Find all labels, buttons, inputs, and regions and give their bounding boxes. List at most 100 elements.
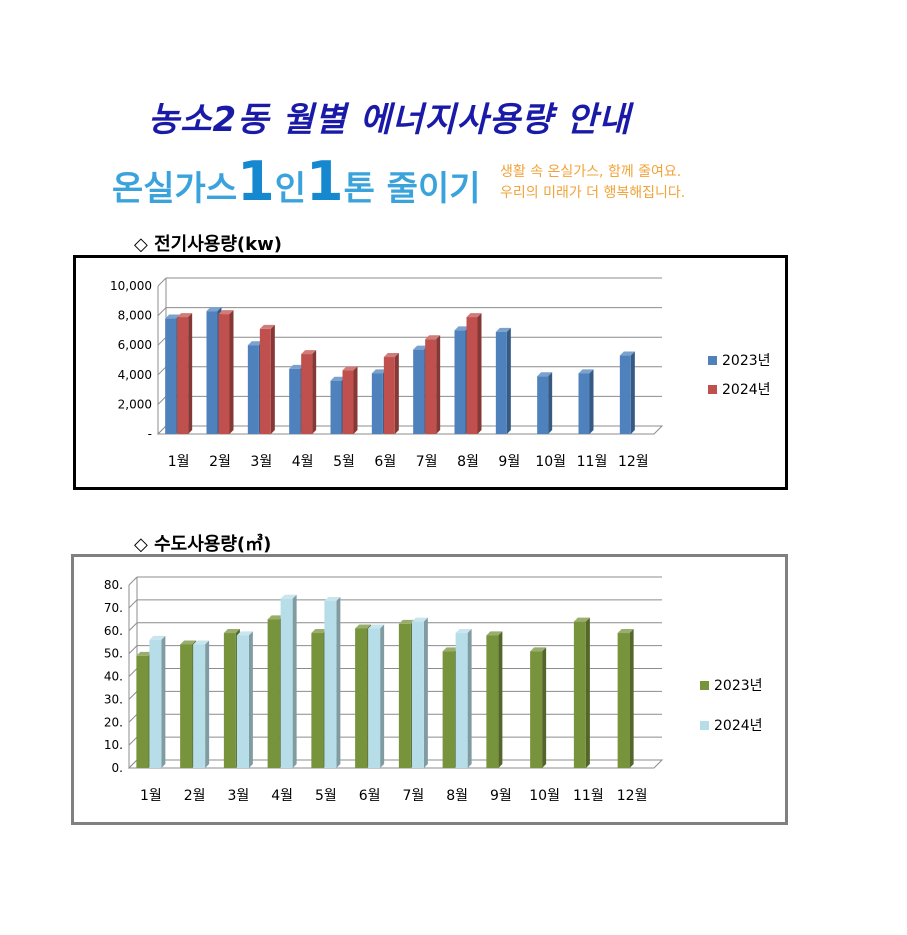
- electricity-bar: [425, 335, 441, 434]
- water-bar-front: [355, 628, 368, 768]
- water-x-tick-label: 8월: [446, 788, 468, 804]
- water-gridline-side: [128, 713, 138, 723]
- electricity-x-tick-label: 5월: [333, 454, 355, 470]
- electricity-floor: [156, 425, 664, 435]
- electricity-x-tick-label: 12월: [618, 454, 649, 470]
- electricity-x-tick-label: 9월: [498, 454, 520, 470]
- water-bar: [193, 640, 210, 768]
- water-x-tick-label: 4월: [271, 788, 293, 804]
- electricity-bar-front: [289, 368, 301, 434]
- electricity-bar-front: [425, 339, 437, 434]
- water-bar-top: [455, 629, 472, 634]
- electricity-x-tick-label: 10월: [535, 454, 566, 470]
- water-legend-label: 2024년: [714, 718, 763, 734]
- water-legend-label: 2023년: [714, 678, 763, 694]
- electricity-bar-front: [371, 373, 383, 434]
- electricity-bar-side: [548, 372, 553, 434]
- water-bar-front: [530, 651, 543, 768]
- water-chart-frame: 0. 10. 20. 30. 40. 50. 60. 70. 80. 1월 2월 3월 4월 5월 6월 7월…: [71, 554, 788, 825]
- water-bar: [236, 631, 253, 768]
- electricity-bar-top: [383, 353, 399, 358]
- water-bar-side: [161, 635, 166, 768]
- electricity-x-tick-label: 7월: [416, 454, 438, 470]
- electricity-bar-top: [619, 351, 635, 356]
- electricity-section-title: ◇ 전기사용량(kw): [134, 234, 282, 255]
- electricity-bar-front: [330, 380, 342, 434]
- electricity-bar: [495, 327, 511, 434]
- water-bar-front: [442, 651, 455, 768]
- electricity-x-tick-label: 8월: [457, 454, 479, 470]
- electricity-y-tick-label: 4,000: [118, 368, 152, 382]
- water-bar-top: [311, 629, 328, 634]
- banner-one-b: 1: [305, 150, 344, 213]
- water-bar-front: [324, 601, 337, 768]
- electricity-gridline-side: [157, 366, 167, 376]
- electricity-x-tick-label: 6월: [374, 454, 396, 470]
- electricity-bar-side: [436, 335, 441, 434]
- water-gridline-side: [128, 668, 138, 677]
- electricity-bar-front: [301, 354, 313, 434]
- electricity-bar-front: [206, 311, 218, 434]
- water-bar: [455, 629, 472, 768]
- banner-slogan: 온실가스1인1톤 줄이기: [112, 152, 481, 219]
- electricity-bar: [301, 350, 317, 434]
- electricity-bar-top: [425, 335, 441, 340]
- electricity-bar-top: [247, 341, 263, 346]
- water-bar: [411, 617, 428, 768]
- water-gridline-side: [128, 599, 138, 609]
- water-bar-side: [292, 594, 297, 768]
- banner-sub-line2: 우리의 미래가 더 행복해집니다.: [500, 185, 686, 201]
- water-bar-front: [455, 633, 468, 768]
- electricity-bar: [578, 369, 594, 434]
- electricity-bar-top: [454, 326, 470, 331]
- electricity-chart: - 2,000 4,000 6,000 8,000 10,000 1월 2월 3월 4월 5월 6월 7…: [110, 277, 771, 470]
- water-bar-top: [193, 640, 210, 645]
- water-y-tick-label: 0.: [112, 761, 123, 775]
- electricity-bar-top: [218, 310, 234, 315]
- electricity-chart-frame: - 2,000 4,000 6,000 8,000 10,000 1월 2월 3월 4월 5월 6월 7…: [73, 255, 788, 490]
- water-y-tick-label: 60.: [104, 624, 123, 638]
- electricity-bar-side: [506, 327, 511, 434]
- electricity-x-tick-label: 3월: [250, 454, 272, 470]
- water-x-tick-label: 2월: [184, 788, 206, 804]
- water-bar-top: [236, 631, 253, 636]
- electricity-x-tick-label: 2월: [209, 454, 231, 470]
- water-y-tick-label: 70.: [104, 601, 123, 615]
- water-bar-top: [486, 631, 503, 636]
- water-x-tick-label: 1월: [140, 788, 162, 804]
- electricity-gridline-side: [157, 396, 167, 405]
- water-bar-front: [193, 644, 206, 768]
- water-y-tick-label: 20.: [104, 715, 123, 729]
- water-x-tick-label: 6월: [359, 788, 381, 804]
- electricity-bar-top: [578, 369, 594, 374]
- water-bar-front: [136, 655, 149, 768]
- water-bar-side: [380, 624, 385, 768]
- water-y-tick-label: 50.: [104, 647, 123, 661]
- water-bar: [573, 617, 590, 768]
- electricity-bar-top: [371, 369, 387, 374]
- electricity-legend-label: 2024년: [722, 382, 771, 398]
- electricity-bar-side: [589, 369, 594, 434]
- water-bar: [280, 594, 297, 768]
- electricity-y-tick-label: 2,000: [118, 397, 152, 411]
- banner-sub-line1: 생활 속 온실가스, 함께 줄여요.: [500, 164, 682, 180]
- electricity-y-tick-label: -: [148, 427, 152, 441]
- water-bar-front: [236, 635, 249, 768]
- water-bar-top: [223, 629, 240, 634]
- electricity-bar-front: [218, 314, 230, 434]
- water-bar-top: [324, 597, 341, 602]
- water-bar: [324, 597, 341, 768]
- electricity-bar-top: [495, 327, 511, 332]
- water-bar-front: [267, 619, 280, 768]
- water-bar-side: [248, 631, 253, 768]
- water-bar-front: [398, 623, 411, 768]
- electricity-bar-front: [413, 349, 425, 434]
- electricity-bar: [537, 372, 553, 434]
- electricity-bar-top: [342, 366, 358, 371]
- banner-suffix: 톤 줄이기: [343, 169, 481, 209]
- water-bar-top: [617, 629, 634, 634]
- water-bar-top: [180, 640, 197, 645]
- water-x-tick-label: 3월: [227, 788, 249, 804]
- water-legend-swatch: [700, 721, 709, 730]
- electricity-bar-front: [578, 373, 590, 434]
